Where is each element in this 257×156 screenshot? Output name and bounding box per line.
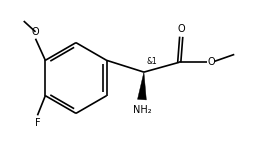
Polygon shape — [137, 72, 146, 100]
Text: O: O — [208, 57, 215, 67]
Text: &1: &1 — [147, 57, 158, 66]
Text: NH₂: NH₂ — [133, 105, 151, 115]
Text: F: F — [35, 118, 40, 128]
Text: O: O — [177, 24, 185, 34]
Text: O: O — [32, 27, 39, 37]
